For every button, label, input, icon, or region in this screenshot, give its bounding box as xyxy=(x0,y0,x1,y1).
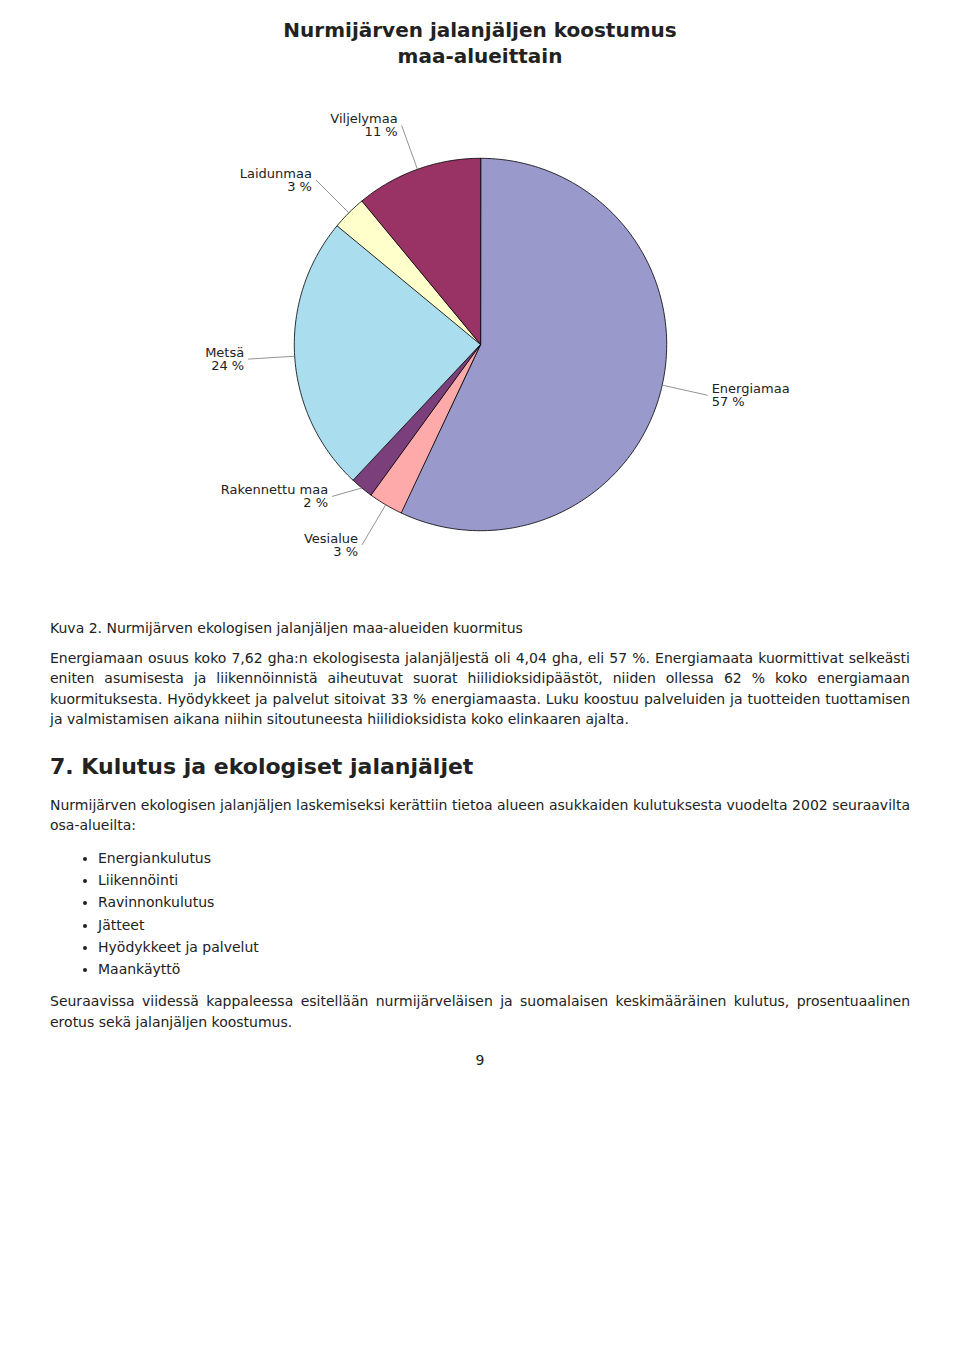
html-text:Ravinnonkulutus: Ravinnonkulutus xyxy=(98,894,215,911)
svg-text:Vesialue3 %: Vesialue3 % xyxy=(304,531,358,559)
html-text:Hyödykkeet ja palvelut: Hyödykkeet ja palvelut xyxy=(98,938,259,955)
html-text:Maankäyttö: Maankäyttö xyxy=(98,961,181,978)
html-text:Energiamaan osuus koko 7,62 gh: Energiamaan osuus koko 7,62 gha:n ekolog… xyxy=(50,650,910,727)
svg-text:Viljelymaa11 %: Viljelymaa11 % xyxy=(330,111,397,139)
html-text:9: 9 xyxy=(475,1052,485,1068)
html-text:Energiankulutus: Energiankulutus xyxy=(98,849,211,866)
html-text:maa-alueittain: maa-alueittain xyxy=(397,44,563,68)
html-text:Nurmijärven ekologisen jalanjä: Nurmijärven ekologisen jalanjäljen laske… xyxy=(50,797,910,834)
html-text:Seuraavissa viidessä kappalees: Seuraavissa viidessä kappaleessa esitell… xyxy=(50,993,910,1030)
html-text:7. Kulutus ja ekologiset jalan: 7. Kulutus ja ekologiset jalanjäljet xyxy=(50,754,474,780)
html-text:Liikennöinti: Liikennöinti xyxy=(98,872,179,888)
svg-text:Energiamaa57 %: Energiamaa57 % xyxy=(712,381,790,409)
html-text:Jätteet: Jätteet xyxy=(98,916,145,933)
html-text:Kuva 2. Nurmijärven ekologisen: Kuva 2. Nurmijärven ekologisen jalanjälj… xyxy=(50,620,523,636)
svg-text:Rakennettu maa2 %: Rakennettu maa2 % xyxy=(221,482,328,510)
html-text:Nurmijärven jalanjäljen koostu: Nurmijärven jalanjäljen koostumus xyxy=(283,18,677,42)
svg-text:Laidunmaa3 %: Laidunmaa3 % xyxy=(240,166,312,194)
svg-text:Metsä24 %: Metsä24 % xyxy=(205,345,244,373)
